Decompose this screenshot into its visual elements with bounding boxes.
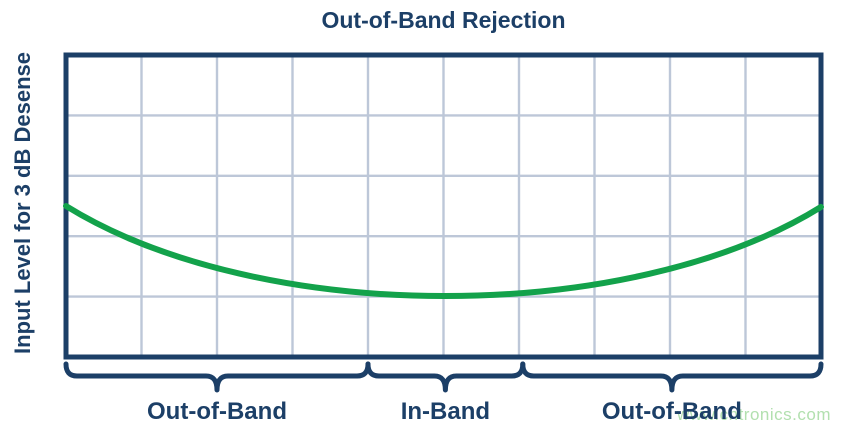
band-label-2: Out-of-Band bbox=[601, 398, 742, 425]
band-brace-0 bbox=[63, 361, 371, 393]
grid-lines bbox=[66, 55, 821, 357]
band-brace-2 bbox=[520, 361, 824, 393]
chart-title: Out-of-Band Rejection bbox=[321, 7, 566, 33]
desense-curve bbox=[63, 203, 824, 299]
band-label-1: In-Band bbox=[400, 398, 491, 425]
watermark: www.cntronics.com bbox=[677, 405, 831, 424]
band-label-0: Out-of-Band bbox=[147, 398, 287, 425]
band-brace-1 bbox=[365, 361, 526, 393]
